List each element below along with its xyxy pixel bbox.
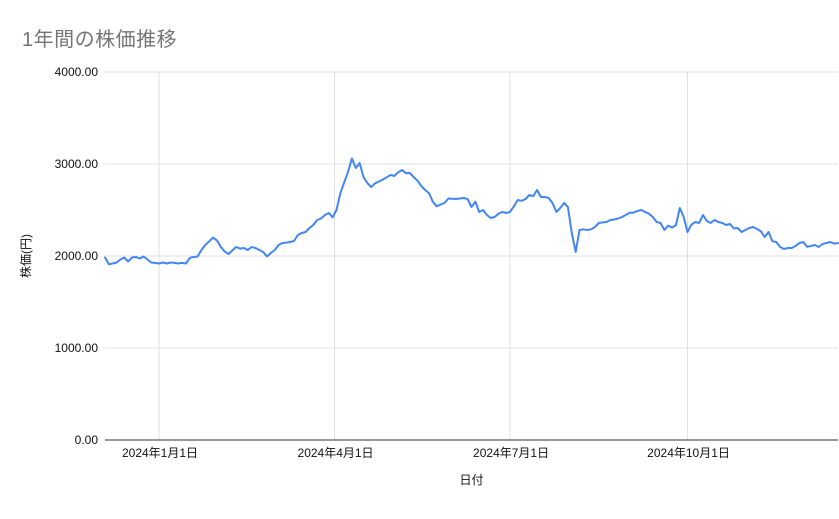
x-tick-label: 2024年10月1日 xyxy=(647,446,730,460)
x-tick-label: 2024年7月1日 xyxy=(473,446,549,460)
x-axis-title: 日付 xyxy=(459,473,483,487)
price-line-series xyxy=(104,157,839,266)
x-tick-label: 2024年4月1日 xyxy=(298,446,374,460)
y-tick-label: 2000.00 xyxy=(55,249,99,263)
y-tick-label: 1000.00 xyxy=(55,341,99,355)
y-axis-title: 株価(円) xyxy=(18,234,33,278)
y-tick-label: 0.00 xyxy=(75,433,99,447)
x-tick-label: 2024年1月1日 xyxy=(122,446,198,460)
y-tick-label: 4000.00 xyxy=(55,65,99,79)
y-tick-label: 3000.00 xyxy=(55,157,99,171)
chart-title: 1年間の株価推移 xyxy=(22,29,178,51)
